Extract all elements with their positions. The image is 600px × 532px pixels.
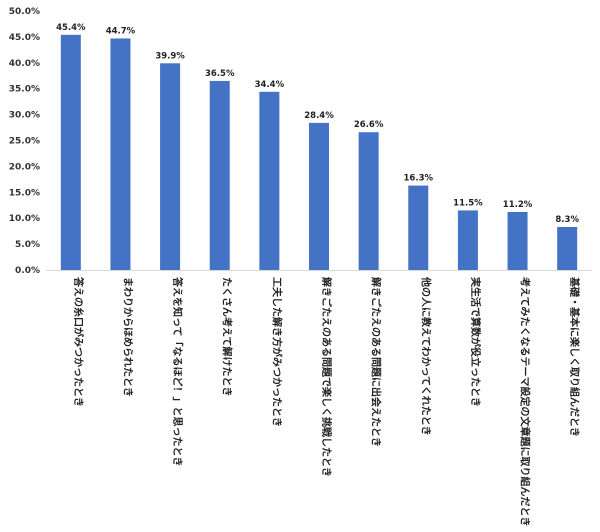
data-label: 16.3% xyxy=(404,174,434,184)
bar xyxy=(557,227,578,270)
y-tick-label: 0.0% xyxy=(15,266,40,276)
bar xyxy=(408,185,429,270)
y-tick-label: 35.0% xyxy=(9,85,40,95)
category-label: 答えを知って「なるほど！」と思ったとき xyxy=(171,276,184,467)
category-label: 実生活で算数が役立ったとき xyxy=(469,277,482,407)
y-tick-label: 5.0% xyxy=(15,240,40,250)
category-label: 解きごたえのある問題で楽しく挑戦したとき xyxy=(320,277,333,477)
y-tick-label: 20.0% xyxy=(9,162,40,172)
data-label: 44.7% xyxy=(106,26,136,36)
category-label: 基礎・基本に楽しく取り組んだとき xyxy=(568,276,581,437)
data-label: 8.3% xyxy=(555,215,579,225)
category-label: 答えの糸口がみつかったとき xyxy=(72,276,85,407)
bar xyxy=(160,63,181,271)
y-tick-label: 15.0% xyxy=(9,188,40,198)
bar xyxy=(309,122,329,270)
bar xyxy=(358,132,379,270)
category-label: 解きごたえのある問題に出会えたとき xyxy=(370,277,383,447)
bar xyxy=(457,210,478,270)
bar xyxy=(110,38,131,271)
category-label: 考えてみたくなるテーマ設定の文章題に取り組んだとき xyxy=(519,277,532,527)
data-label: 11.5% xyxy=(453,198,483,208)
y-tick-label: 30.0% xyxy=(9,111,40,121)
data-label: 28.4% xyxy=(304,111,334,121)
data-label: 11.2% xyxy=(503,200,533,210)
bar xyxy=(259,91,280,270)
category-label: まわりからほめられたとき xyxy=(121,277,133,397)
bar xyxy=(60,34,81,270)
data-label: 39.9% xyxy=(155,51,185,61)
y-tick-label: 40.0% xyxy=(9,59,40,69)
bar xyxy=(209,80,230,271)
y-tick-label: 45.0% xyxy=(9,33,40,43)
y-tick-label: 25.0% xyxy=(9,137,40,147)
bar xyxy=(507,211,528,270)
y-tick-label: 10.0% xyxy=(9,214,40,224)
data-label: 36.5% xyxy=(205,69,235,79)
data-label: 45.4% xyxy=(56,23,86,33)
y-tick-label: 50.0% xyxy=(9,7,40,17)
data-label: 34.4% xyxy=(255,80,285,90)
category-label: 他の人に教えてわかってくれたとき xyxy=(419,276,432,436)
category-label: 工夫した解き方がみつかったとき xyxy=(270,277,283,427)
data-label: 26.6% xyxy=(354,120,384,130)
category-label: たくさん考えて解けたとき xyxy=(221,277,234,397)
